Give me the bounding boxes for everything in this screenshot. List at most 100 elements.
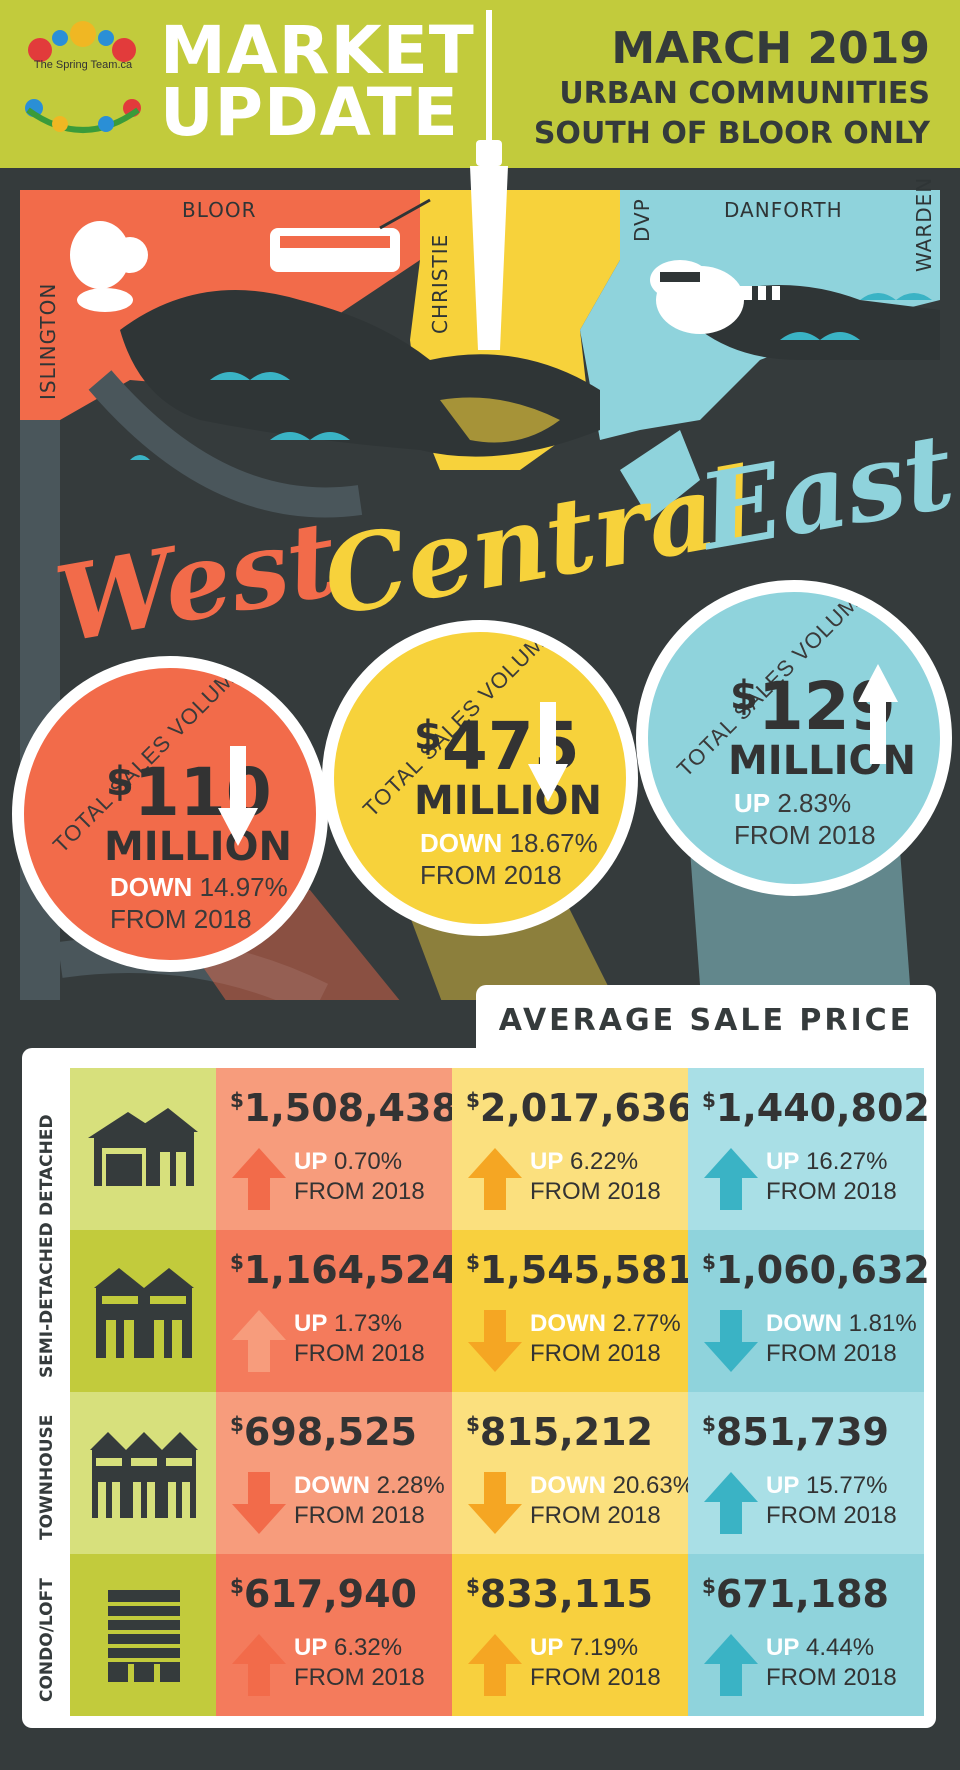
central-cell: $1,545,581 DOWN 2.77% FROM 2018	[452, 1230, 694, 1392]
east-sales-circle: TOTAL SALES VOLUME $129 MILLION UP 2.83%…	[636, 580, 952, 896]
icon-cell	[70, 1068, 216, 1230]
west-cell: $1,508,438 UP 0.70% FROM 2018	[216, 1068, 458, 1230]
price-change: UP 1.73%	[294, 1310, 403, 1337]
header-banner: The Spring Team.ca MARKET UPDATE MARCH 2…	[0, 0, 960, 168]
from-year-label: FROM 2018	[294, 1664, 425, 1691]
price: $2,017,636	[466, 1086, 694, 1130]
price: $1,164,524	[230, 1248, 458, 1292]
price: $1,440,802	[702, 1086, 930, 1130]
price-change: UP 7.19%	[530, 1634, 639, 1661]
from-year-label: FROM 2018	[294, 1178, 425, 1205]
street-danforth: DANFORTH	[724, 198, 843, 222]
price-change: UP 6.32%	[294, 1634, 403, 1661]
house-icon	[88, 1108, 198, 1186]
arrow-down-icon	[528, 702, 568, 802]
from-year-label: FROM 2018	[766, 1178, 897, 1205]
arrow-up-icon	[704, 1148, 758, 1210]
from-year-label: FROM 2018	[530, 1502, 661, 1529]
price: $617,940	[230, 1572, 417, 1616]
east-cell: $851,739 UP 15.77% FROM 2018	[688, 1392, 924, 1554]
price: $698,525	[230, 1410, 417, 1454]
east-cell: $1,060,632 DOWN 1.81% FROM 2018	[688, 1230, 930, 1392]
cn-tower-icon	[486, 10, 492, 160]
arrow-up-icon	[232, 1634, 286, 1696]
central-cell: $833,115 UP 7.19% FROM 2018	[452, 1554, 688, 1716]
from-year-label: FROM 2018	[294, 1502, 425, 1529]
arrow-up-icon	[468, 1148, 522, 1210]
price: $833,115	[466, 1572, 653, 1616]
subtitle-line1: URBAN COMMUNITIES	[559, 76, 930, 111]
east-cell: $671,188 UP 4.44% FROM 2018	[688, 1554, 924, 1716]
average-sale-price-table: DETACHED $1,508,438 UP 0.70% FROM 2018 $…	[22, 1048, 936, 1728]
price: $815,212	[466, 1410, 653, 1454]
arrow-up-icon	[232, 1148, 286, 1210]
row-label: SEMI-DETACHED	[34, 1222, 64, 1384]
logo-text: The Spring Team.ca	[34, 59, 133, 71]
icon-cell	[70, 1554, 216, 1716]
from-year-label: FROM 2018	[530, 1340, 661, 1367]
arrow-up-icon	[704, 1634, 758, 1696]
price-change: UP 0.70%	[294, 1148, 403, 1175]
from-year-label: FROM 2018	[766, 1340, 897, 1367]
sales-volume-change: DOWN 18.67%	[420, 828, 598, 858]
central-sales-circle: TOTAL SALES VOLUME $475 MILLION DOWN 18.…	[322, 620, 638, 936]
from-year-label: FROM 2018	[110, 904, 252, 934]
row-label: CONDO/LOFT	[34, 1562, 64, 1708]
table-row: CONDO/LOFT $617,940 UP 6.32% FROM 2018 $…	[34, 1554, 924, 1716]
west-cell: $617,940 UP 6.32% FROM 2018	[216, 1554, 452, 1716]
from-year-label: FROM 2018	[420, 860, 562, 890]
arrow-down-icon	[468, 1310, 522, 1372]
sales-volume-unit: MILLION	[104, 824, 293, 870]
title-market: MARKET	[160, 12, 475, 89]
price-change: DOWN 20.63%	[530, 1472, 695, 1499]
arrow-up-icon	[468, 1634, 522, 1696]
row-label: DETACHED	[34, 1076, 64, 1222]
streetcar-icon	[270, 198, 431, 272]
icon-cell	[70, 1392, 216, 1554]
price: $1,508,438	[230, 1086, 458, 1130]
west-cell: $1,164,524 UP 1.73% FROM 2018	[216, 1230, 458, 1392]
sales-volume-change: DOWN 14.97%	[110, 872, 288, 902]
arrow-up-icon	[858, 664, 898, 764]
squirrel-icon	[70, 221, 148, 312]
table-row: DETACHED $1,508,438 UP 0.70% FROM 2018 $…	[34, 1068, 930, 1230]
price: $1,545,581	[466, 1248, 694, 1292]
street-bloor: BLOOR	[182, 198, 257, 222]
from-year-label: FROM 2018	[294, 1340, 425, 1367]
arrow-down-icon	[218, 746, 258, 846]
icon-cell	[70, 1230, 216, 1392]
from-year-label: FROM 2018	[766, 1664, 897, 1691]
from-year-label: FROM 2018	[734, 820, 876, 850]
from-year-label: FROM 2018	[530, 1178, 661, 1205]
price-change: DOWN 2.77%	[530, 1310, 681, 1337]
semi-detached-icon	[94, 1268, 194, 1358]
header-right: MARCH 2019 URBAN COMMUNITIES SOUTH OF BL…	[534, 24, 930, 154]
average-sale-price-tab: AVERAGE SALE PRICE	[476, 985, 936, 1055]
condo-icon	[108, 1590, 180, 1682]
price-change: UP 4.44%	[766, 1634, 875, 1661]
table-row: SEMI-DETACHED $1,164,524 UP 1.73% FROM 2…	[34, 1222, 930, 1392]
price: $671,188	[702, 1572, 889, 1616]
subtitle-line2: SOUTH OF BLOOR ONLY	[533, 116, 930, 151]
report-date: MARCH 2019	[611, 23, 930, 74]
sales-volume-change: UP 2.83%	[734, 788, 852, 818]
arrow-down-icon	[704, 1310, 758, 1372]
arrow-up-icon	[232, 1310, 286, 1372]
from-year-label: FROM 2018	[766, 1502, 897, 1529]
table-row: TOWNHOUSE $698,525 DOWN 2.28% FROM 2018 …	[34, 1392, 924, 1554]
west-cell: $698,525 DOWN 2.28% FROM 2018	[216, 1392, 452, 1554]
street-christie: CHRISTIE	[428, 233, 452, 334]
street-dvp: DVP	[630, 198, 654, 242]
central-cell: $815,212 DOWN 20.63% FROM 2018	[452, 1392, 694, 1554]
raccoon-icon	[650, 260, 780, 334]
title-update: UPDATE	[160, 74, 459, 151]
average-sale-price-title: AVERAGE SALE PRICE	[498, 1003, 914, 1038]
price-change: DOWN 1.81%	[766, 1310, 917, 1337]
price-change: UP 6.22%	[530, 1148, 639, 1175]
sales-volume-unit: MILLION	[414, 778, 603, 824]
row-label: TOWNHOUSE	[34, 1400, 64, 1546]
spring-team-logo: The Spring Team.ca	[25, 21, 141, 133]
price: $1,060,632	[702, 1248, 930, 1292]
street-warden: WARDEN	[912, 176, 936, 272]
townhouse-icon	[90, 1432, 198, 1518]
